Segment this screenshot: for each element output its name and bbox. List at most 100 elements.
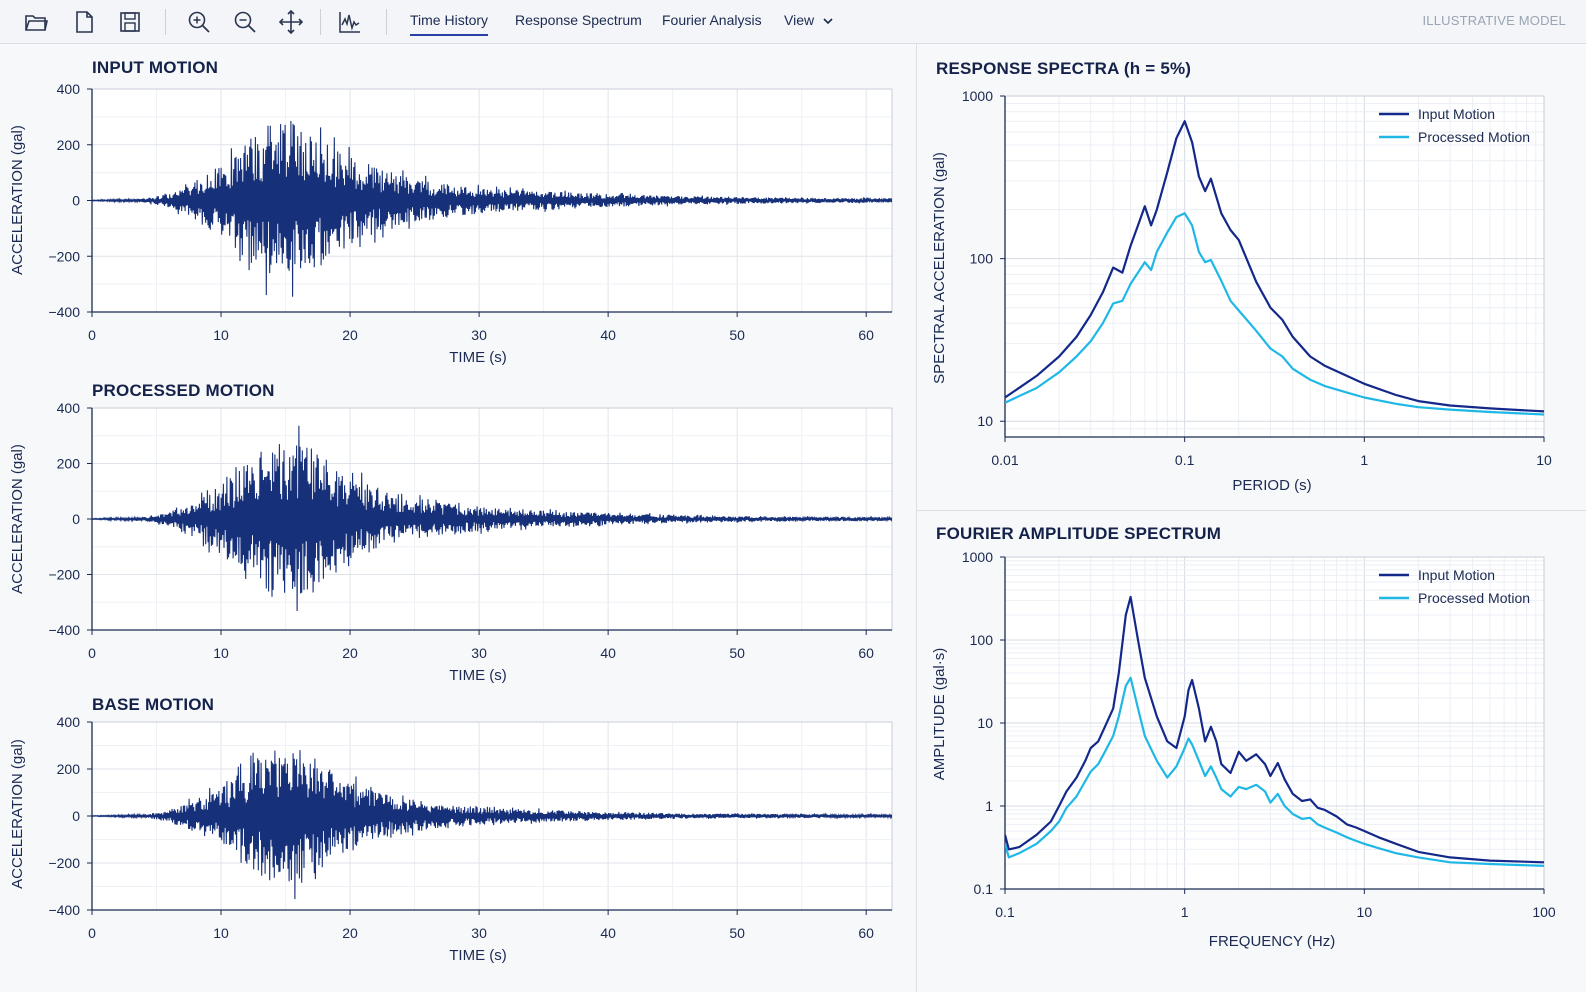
toolbar-separator (386, 9, 387, 35)
x-tick-label: 30 (471, 925, 487, 941)
x-axis-label: PERIOD (s) (1232, 477, 1311, 494)
series-line-0 (1005, 120, 1544, 413)
new-file-icon[interactable] (70, 8, 98, 36)
x-tick-label: 10 (1357, 904, 1373, 920)
x-tick-label: 20 (342, 327, 358, 343)
x-tick-label: 0.1 (995, 904, 1015, 920)
panel-divider (916, 44, 917, 992)
panel-divider (917, 510, 1586, 511)
open-folder-icon[interactable] (22, 8, 50, 36)
x-tick-label: 60 (858, 327, 874, 343)
x-tick-label: 40 (600, 645, 616, 661)
gridlines (1004, 557, 1544, 890)
x-tick-label: 10 (213, 327, 229, 343)
toolbar-separator (320, 9, 321, 35)
x-tick-label: 1 (1181, 904, 1189, 920)
x-tick-label: 30 (471, 327, 487, 343)
y-tick-label: 200 (57, 456, 81, 472)
y-tick-label: 1000 (962, 549, 993, 565)
y-tick-label: −400 (48, 304, 80, 320)
tab-response-spectrum[interactable]: Response Spectrum (515, 12, 642, 28)
chart-0: 0 10 20 30 40 50 60 400 200 0 −200 −400 INPUT MOTION… (9, 58, 893, 366)
y-axis-label: ACCELERATION (gal) (9, 125, 26, 275)
chart-title: PROCESSED MOTION (92, 381, 275, 400)
chart-title: FOURIER AMPLITUDE SPECTRUM (936, 524, 1221, 543)
series-line-0 (1005, 595, 1544, 864)
y-tick-label: 200 (57, 761, 81, 777)
y-axis-label: AMPLITUDE (gal·s) (931, 648, 948, 781)
series-line-1 (1005, 676, 1544, 867)
x-tick-label: 60 (858, 645, 874, 661)
y-tick-label: 400 (57, 81, 81, 97)
legend: Input Motion Processed Motion (1379, 106, 1530, 145)
x-tick-label: 20 (342, 645, 358, 661)
legend-label: Input Motion (1418, 567, 1495, 583)
y-tick-label: 0 (72, 193, 80, 209)
pan-icon[interactable] (277, 8, 305, 36)
x-tick-label: 0 (88, 925, 96, 941)
y-tick-label: 100 (970, 251, 994, 267)
x-tick-label: 0 (88, 645, 96, 661)
x-tick-label: 20 (342, 925, 358, 941)
x-tick-label: 0.01 (991, 452, 1018, 468)
chart-title: BASE MOTION (92, 695, 214, 714)
y-tick-label: 1000 (962, 88, 993, 104)
x-tick-label: 0.1 (1175, 452, 1195, 468)
series-line-1 (1005, 212, 1544, 416)
x-tick-label: 50 (729, 925, 745, 941)
view-menu[interactable]: View (784, 12, 834, 34)
y-axis-label: ACCELERATION (gal) (9, 444, 26, 594)
model-label: ILLUSTRATIVE MODEL (1422, 13, 1566, 28)
x-tick-label: 10 (213, 925, 229, 941)
toolbar: Time History Response Spectrum Fourier A… (0, 0, 1586, 44)
trace-series (92, 120, 892, 297)
x-tick-label: 50 (729, 327, 745, 343)
trace-series (92, 425, 892, 612)
trace-series (92, 750, 892, 900)
y-tick-label: 400 (57, 400, 81, 416)
zoom-out-icon[interactable] (231, 8, 259, 36)
y-tick-label: −200 (48, 248, 80, 264)
x-axis-label: TIME (s) (449, 349, 507, 366)
chevron-down-icon (823, 18, 833, 25)
tab-fourier-analysis[interactable]: Fourier Analysis (662, 12, 762, 28)
x-tick-label: 60 (858, 925, 874, 941)
x-tick-label: 50 (729, 645, 745, 661)
x-tick-label: 40 (600, 327, 616, 343)
chart-3: 0.01 0.1 1 10 1000 100 10 RESPONSE SPECTRA (h =… (931, 59, 1552, 494)
y-tick-label: 400 (57, 714, 81, 730)
waveform-icon[interactable] (336, 8, 364, 36)
x-tick-label: 10 (213, 645, 229, 661)
x-tick-label: 0 (88, 327, 96, 343)
y-tick-label: 0.1 (974, 881, 994, 897)
y-axis-label: ACCELERATION (gal) (9, 739, 26, 889)
x-tick-label: 100 (1532, 904, 1556, 920)
y-axis-label: SPECTRAL ACCELERATION (gal) (931, 152, 948, 384)
x-tick-label: 10 (1536, 452, 1552, 468)
y-tick-label: −400 (48, 622, 80, 638)
x-tick-label: 40 (600, 925, 616, 941)
y-tick-label: 100 (970, 632, 994, 648)
x-tick-label: 30 (471, 645, 487, 661)
view-menu-label: View (784, 12, 815, 28)
toolbar-separator (165, 9, 166, 35)
save-icon[interactable] (116, 8, 144, 36)
y-tick-label: 200 (57, 137, 81, 153)
legend-label: Processed Motion (1418, 590, 1530, 606)
x-axis-label: TIME (s) (449, 667, 507, 684)
x-axis-label: TIME (s) (449, 947, 507, 964)
y-tick-label: 1 (985, 798, 993, 814)
y-tick-label: −200 (48, 567, 80, 583)
zoom-in-icon[interactable] (185, 8, 213, 36)
legend-label: Processed Motion (1418, 129, 1530, 145)
y-tick-label: −200 (48, 855, 80, 871)
chart-2: 0 10 20 30 40 50 60 400 200 0 −200 −400 BASE MOTION T… (9, 695, 893, 964)
chart-1: 0 10 20 30 40 50 60 400 200 0 −200 −400 PROCESSED MO… (9, 381, 893, 684)
legend-label: Input Motion (1418, 106, 1495, 122)
x-tick-label: 1 (1360, 452, 1368, 468)
y-tick-label: 10 (977, 413, 993, 429)
y-tick-label: 0 (72, 808, 80, 824)
tab-time-history[interactable]: Time History (410, 12, 489, 36)
chart-title: RESPONSE SPECTRA (h = 5%) (936, 59, 1191, 78)
